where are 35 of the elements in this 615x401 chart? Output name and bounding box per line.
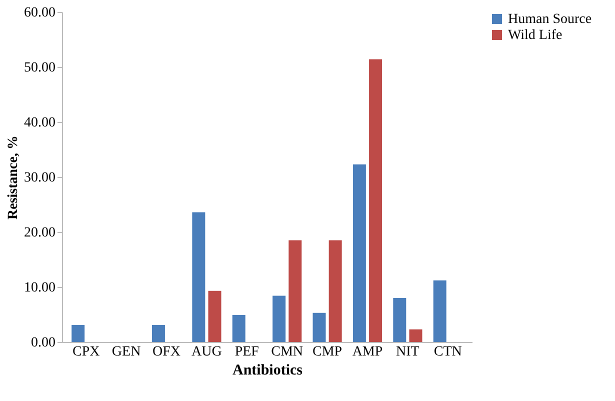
x-tick-label: AUG <box>192 344 222 360</box>
x-tick-label: CMN <box>271 344 304 360</box>
x-tick-label: NIT <box>396 344 420 360</box>
bar <box>208 290 222 342</box>
bar <box>369 59 382 342</box>
bar <box>288 240 302 342</box>
y-tick-label: 10.00 <box>24 280 56 296</box>
bar <box>312 312 326 342</box>
y-tick-label: 50.00 <box>24 60 56 76</box>
y-tick-label: 20.00 <box>24 226 56 240</box>
bar <box>272 296 286 342</box>
legend-label: Human Source <box>508 12 592 27</box>
x-tick-label: CMP <box>312 344 342 360</box>
bar <box>232 315 246 342</box>
y-tick-label: 40.00 <box>24 116 56 130</box>
y-tick-label: 30.00 <box>24 170 56 186</box>
y-tick-label: 60.00 <box>24 6 56 20</box>
x-axis-title: Antibiotics <box>232 362 303 378</box>
legend-label: Wild Life <box>508 28 562 43</box>
bar <box>393 298 406 342</box>
bar <box>409 329 422 342</box>
x-tick-label: GEN <box>112 344 141 360</box>
bar <box>352 164 366 342</box>
x-tick-label: AMP <box>352 344 383 360</box>
x-tick-label: CTN <box>434 344 462 360</box>
x-tick-label: PEF <box>234 344 260 360</box>
bar <box>192 212 206 342</box>
bar <box>433 280 446 342</box>
x-tick-label: OFX <box>152 344 181 360</box>
y-axis-title: Resistance, % <box>6 136 21 220</box>
x-tick-label: CPX <box>72 344 100 360</box>
bar <box>152 324 165 342</box>
bar <box>72 324 85 342</box>
bar <box>328 240 342 342</box>
y-tick-label: 0.00 <box>31 336 56 350</box>
